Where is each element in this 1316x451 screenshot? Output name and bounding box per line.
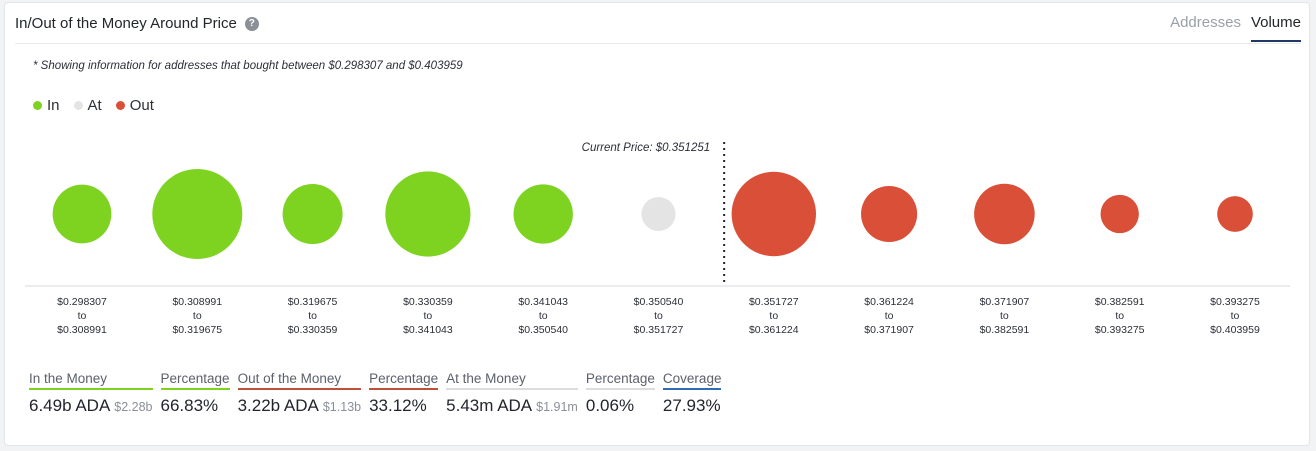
range-note: * Showing information for addresses that…: [33, 60, 463, 72]
tick-label: $0.361224: [864, 296, 914, 308]
stat-value-main: 6.49b ADA: [29, 396, 111, 415]
tick-label: $0.361224: [749, 324, 799, 336]
stat-in-percentage: Percentage 66.83%: [160, 371, 230, 416]
tab-volume[interactable]: Volume: [1250, 14, 1301, 42]
tick-label: $0.371907: [980, 296, 1030, 308]
tick-label: $0.341043: [403, 324, 453, 336]
tick-label-to: to: [424, 310, 433, 322]
tick-label: $0.319675: [172, 324, 222, 336]
tick-label: $0.382591: [980, 324, 1030, 336]
bubble-in[interactable]: [385, 171, 471, 257]
stat-value-usd: $1.91m: [536, 400, 578, 414]
legend: In At Out: [33, 97, 154, 114]
bubble-in[interactable]: [513, 184, 573, 244]
tick-label-to: to: [654, 310, 663, 322]
stat-value: 27.93%: [663, 396, 722, 416]
stat-value: 33.12%: [369, 396, 438, 416]
tick-label-to: to: [1231, 310, 1240, 322]
tick-label-to: to: [539, 310, 548, 322]
tick-label: $0.403959: [1210, 324, 1260, 336]
stat-value-main: 27.93%: [662, 396, 721, 415]
stat-value-usd: $1.13b: [322, 400, 362, 414]
help-icon[interactable]: ?: [244, 16, 259, 31]
bubble-in[interactable]: [152, 169, 243, 259]
bubble-at[interactable]: [641, 196, 676, 232]
bubble-in[interactable]: [52, 184, 112, 244]
tick-label: $0.330359: [288, 324, 338, 336]
stat-label: Out of the Money: [237, 371, 362, 390]
legend-label-at: At: [87, 97, 102, 114]
tick-label-to: to: [769, 310, 778, 322]
stat-in-the-money: In the Money 6.49b ADA $2.28b: [29, 371, 153, 416]
stat-at-the-money: At the Money 5.43m ADA $1.91m: [446, 371, 578, 416]
legend-dot-at-icon: [73, 101, 83, 110]
stat-value-main: 0.06%: [585, 396, 635, 415]
stat-label: At the Money: [446, 371, 578, 390]
stat-label: Percentage: [585, 371, 655, 390]
tick-label: $0.308991: [172, 296, 222, 308]
tick-label: $0.350540: [518, 324, 568, 336]
summary-stats: In the Money 6.49b ADA $2.28b Percentage …: [29, 371, 729, 416]
iomap-card: In/Out of the Money Around Price ? Addre…: [4, 2, 1310, 446]
stat-label: Percentage: [369, 371, 439, 390]
stat-value: 5.43m ADA $1.91m: [446, 396, 578, 416]
stat-value: 66.83%: [161, 396, 230, 416]
legend-item-in[interactable]: In: [33, 97, 60, 114]
stat-value-main: 5.43m ADA: [446, 396, 533, 415]
tick-label: $0.319675: [288, 296, 338, 308]
tick-label: $0.371907: [864, 324, 914, 336]
legend-dot-in-icon: [33, 101, 42, 110]
card-title-text: In/Out of the Money Around Price: [15, 15, 237, 32]
tick-label: $0.350540: [634, 296, 684, 308]
stat-label: Percentage: [160, 371, 230, 390]
tick-label: $0.382591: [1095, 296, 1145, 308]
tick-label-to: to: [78, 310, 87, 322]
stat-at-percentage: Percentage 0.06%: [585, 371, 655, 416]
legend-label-out: Out: [129, 97, 154, 114]
bubble-out[interactable]: [731, 171, 816, 257]
tick-label-to: to: [1000, 310, 1009, 322]
legend-item-at[interactable]: At: [73, 97, 102, 114]
tick-label-to: to: [885, 310, 894, 322]
stat-value-main: 66.83%: [160, 396, 219, 415]
tick-label: $0.330359: [403, 296, 453, 308]
legend-dot-out-icon: [115, 101, 125, 110]
tick-label: $0.351727: [749, 296, 799, 308]
stat-label: Coverage: [662, 371, 722, 390]
tick-label: $0.298307: [57, 296, 107, 308]
header-divider: [15, 43, 1301, 44]
stat-value: 3.22b ADA $1.13b: [238, 396, 362, 416]
tab-addresses[interactable]: Addresses: [1170, 14, 1241, 31]
tick-label-to: to: [193, 310, 202, 322]
bubble-out[interactable]: [1217, 196, 1253, 232]
tick-label: $0.308991: [57, 324, 107, 336]
bubble-out[interactable]: [861, 185, 918, 243]
bubble-chart: Current Price: $0.351251 $0.298307 to $0.30…: [25, 142, 1290, 336]
stat-value: 6.49b ADA $2.28b: [29, 396, 153, 416]
stat-label: In the Money: [29, 371, 153, 390]
tick-label-to: to: [1115, 310, 1124, 322]
legend-label-in: In: [47, 97, 60, 114]
stat-value-main: 33.12%: [369, 396, 427, 415]
stat-value-usd: $2.28b: [114, 400, 153, 414]
tick-label: $0.393275: [1095, 324, 1145, 336]
tick-label: $0.341043: [518, 296, 568, 308]
stat-coverage: Coverage 27.93%: [662, 371, 722, 416]
stat-out-percentage: Percentage 33.12%: [369, 371, 439, 416]
current-price-label: Current Price: $0.351251: [582, 142, 711, 154]
card-title: In/Out of the Money Around Price ?: [15, 15, 259, 32]
stat-value: 0.06%: [586, 396, 655, 416]
tick-label-to: to: [308, 310, 317, 322]
bubble-in[interactable]: [282, 184, 343, 244]
tick-label: $0.393275: [1210, 296, 1260, 308]
bubble-out[interactable]: [974, 183, 1035, 245]
stat-value-main: 3.22b ADA: [237, 396, 319, 415]
stat-out-of-the-money: Out of the Money 3.22b ADA $1.13b: [237, 371, 362, 416]
tick-label: $0.351727: [634, 324, 684, 336]
tab-bar: Addresses Volume: [1170, 14, 1301, 42]
bubble-out[interactable]: [1100, 194, 1139, 234]
legend-item-out[interactable]: Out: [115, 97, 154, 114]
